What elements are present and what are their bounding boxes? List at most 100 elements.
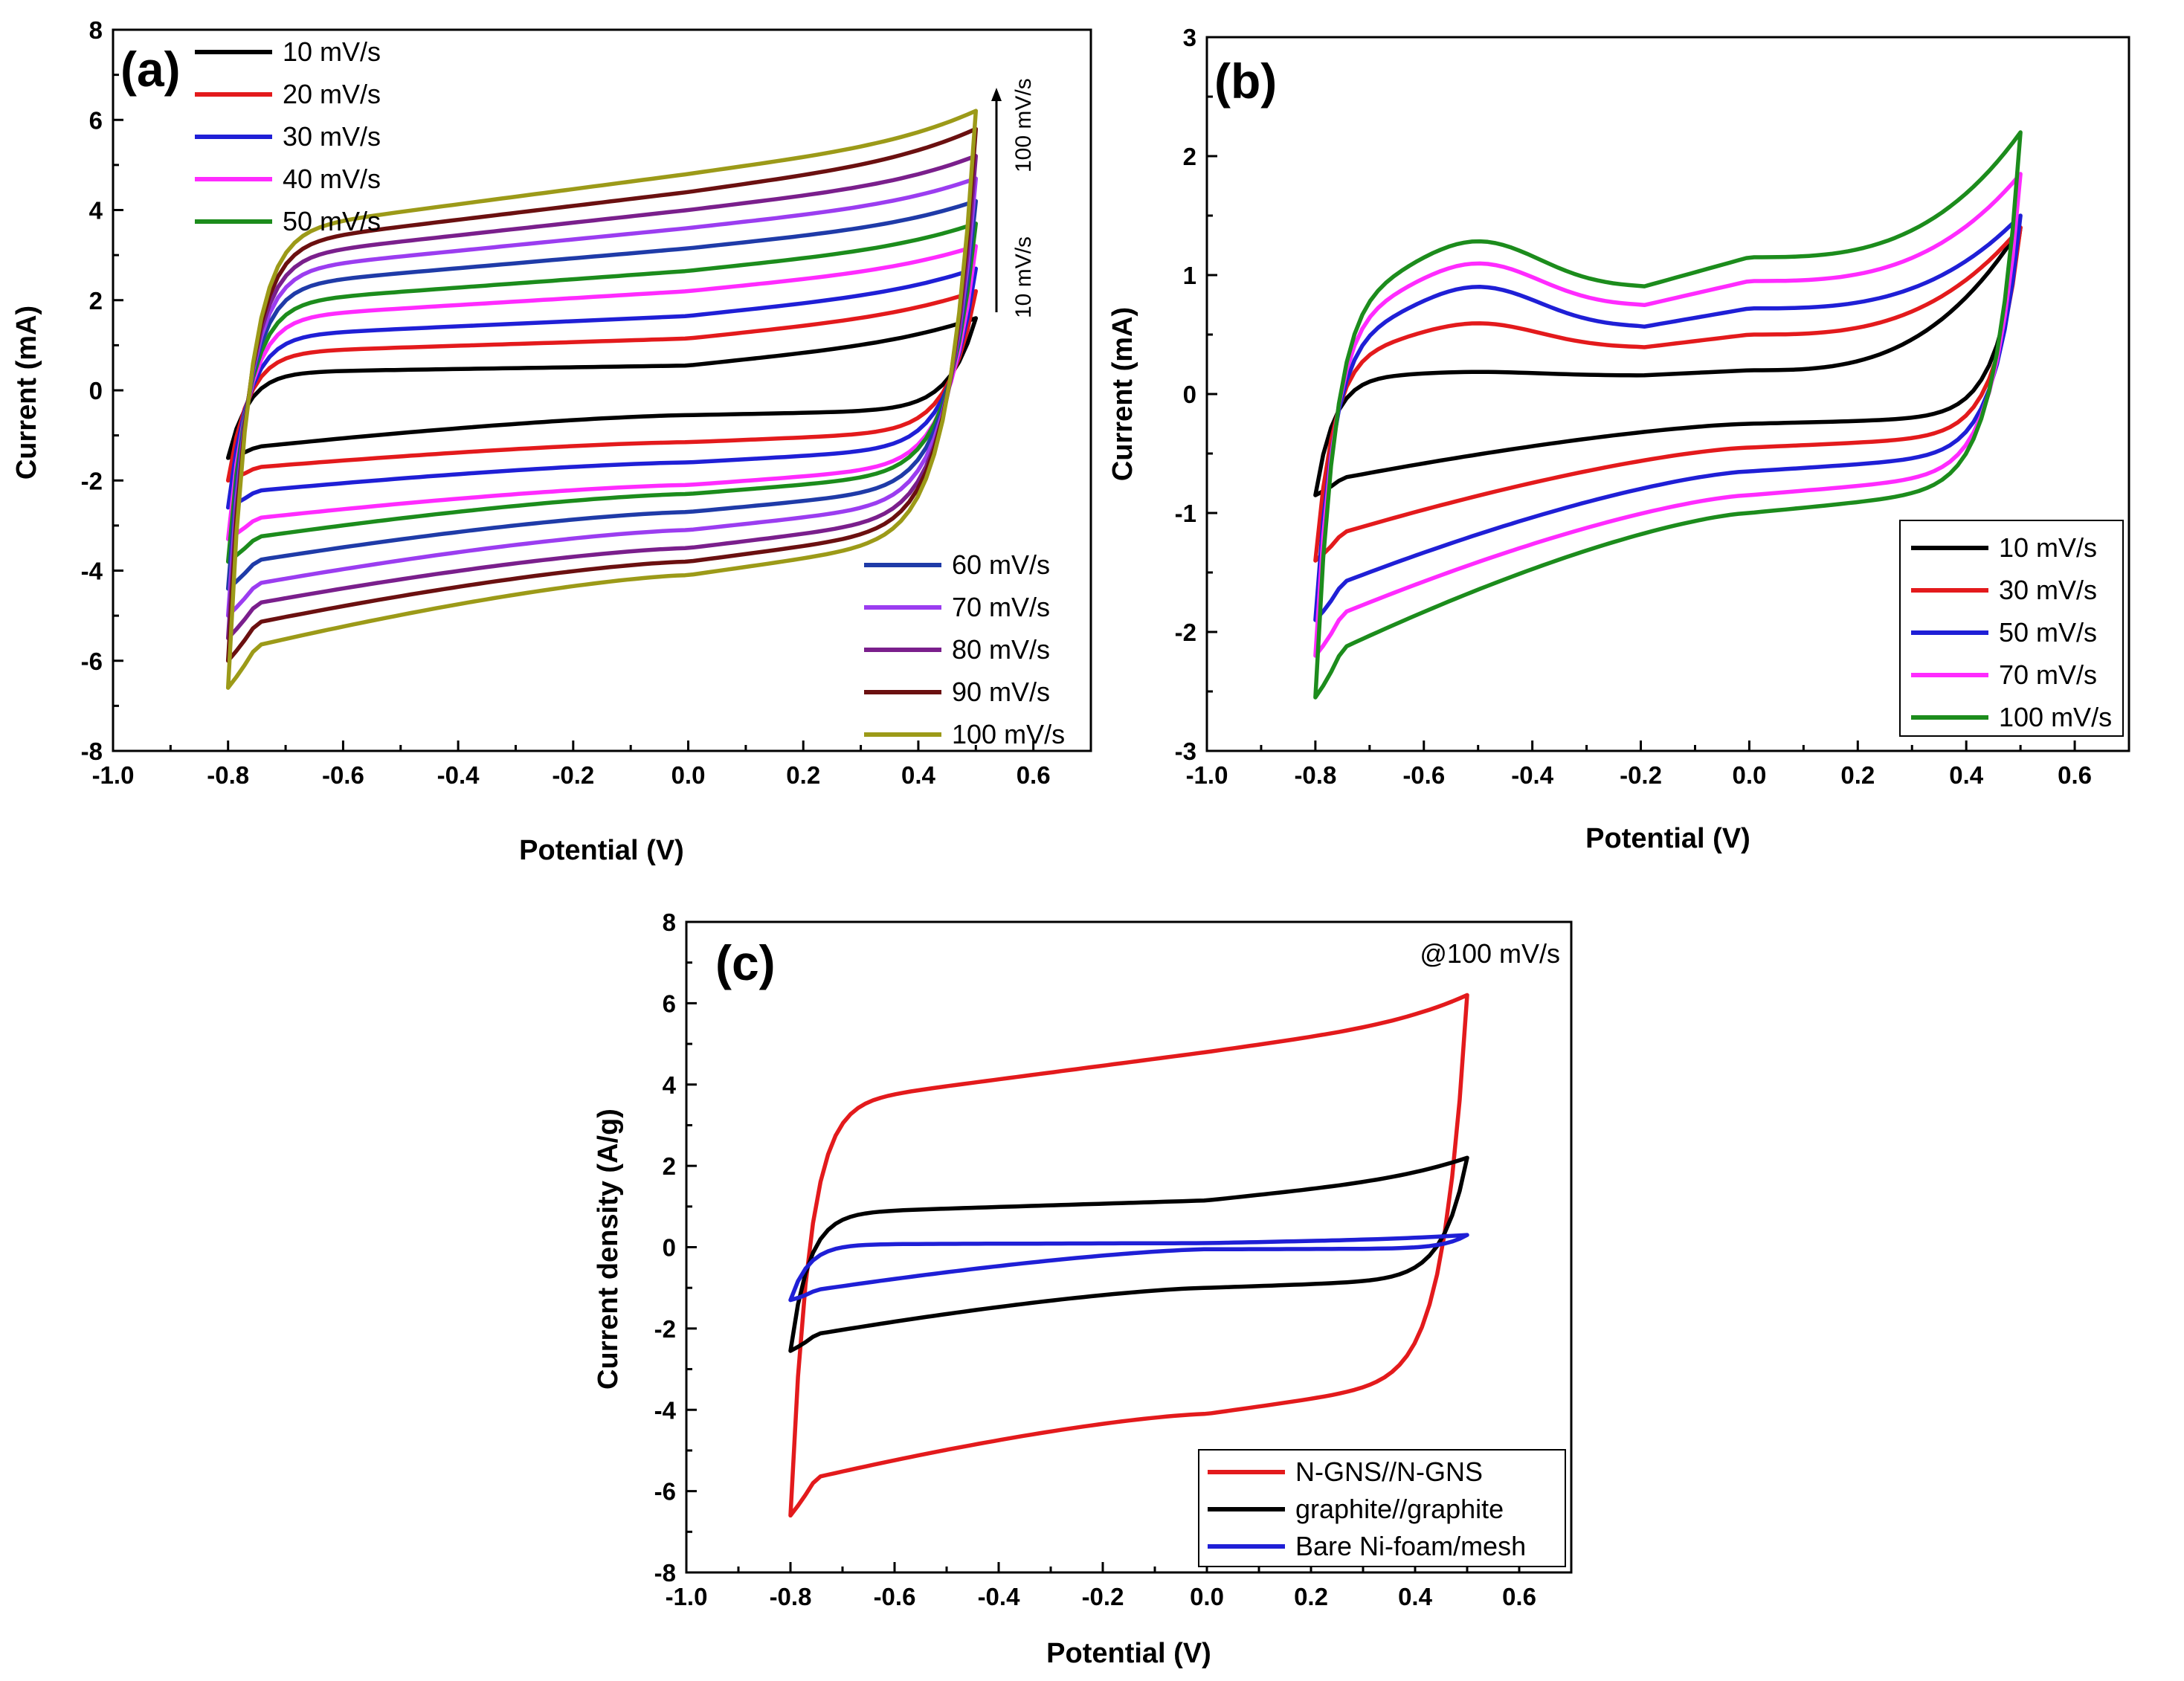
y-tick-label: 6 (663, 990, 676, 1017)
panel-b-x-ticks: -1.0 -0.8 -0.6 -0.4 -0.2 0.0 0.2 0.4 0.6 (1186, 741, 2092, 789)
panel-a: -1.0 -0.8 -0.6 -0.4 -0.2 0.0 0.2 0.4 0.6 8 6 4 2 0 -2… (11, 16, 1092, 866)
legend-label: 40 mV/s (283, 164, 381, 194)
y-tick-label: 0 (1183, 381, 1196, 408)
legend-label: 60 mV/s (952, 549, 1050, 580)
legend-label: 10 mV/s (1999, 532, 2097, 563)
x-tick-label: -0.6 (322, 761, 364, 789)
y-tick-label: 3 (1183, 24, 1196, 51)
legend-label: 20 mV/s (283, 79, 381, 109)
cv-curve-50-mv-s (1313, 213, 2023, 622)
panel-b-curves (1313, 130, 2023, 700)
cv-curve-100-mv-s (1313, 130, 2023, 700)
legend-label: 50 mV/s (283, 206, 381, 236)
cv-curve-graphite-graphite (788, 1155, 1469, 1353)
panel-a-x-ticks: -1.0 -0.8 -0.6 -0.4 -0.2 0.0 0.2 0.4 0.6 (92, 741, 1051, 789)
y-tick-label: 6 (89, 106, 103, 134)
x-tick-label: -0.8 (1294, 761, 1336, 789)
y-tick-label: -6 (654, 1478, 676, 1506)
panel-c-label: (c) (715, 935, 776, 990)
cv-curve-50-mv-s (225, 221, 979, 564)
cv-curve-bare-ni-foam-mesh (788, 1233, 1469, 1303)
panel-c-x-ticks: -1.0 -0.8 -0.6 -0.4 -0.2 0.0 0.2 0.4 0.6 (666, 1562, 1536, 1610)
y-tick-label: -1 (1175, 500, 1196, 527)
cv-curve-30-mv-s (225, 266, 979, 510)
panel-b-xlabel: Potential (V) (1585, 823, 1750, 854)
y-tick-label: 0 (89, 377, 103, 404)
panel-a-arrow-head (991, 88, 1002, 101)
x-tick-label: 0.6 (1502, 1583, 1536, 1610)
x-tick-label: -0.2 (1082, 1583, 1124, 1610)
panel-c-curves (788, 993, 1469, 1518)
x-tick-label: 0.0 (1732, 761, 1766, 789)
panel-b-y-ticks: 3 2 1 0 -1 -2 -3 (1175, 24, 1217, 765)
x-tick-label: 0.0 (1190, 1583, 1224, 1610)
cv-curve-n-gns-n-gns (788, 993, 1469, 1518)
x-tick-label: 0.4 (901, 761, 936, 789)
panel-b: -1.0 -0.8 -0.6 -0.4 -0.2 0.0 0.2 0.4 0.6 3 2 1 0 -1 -… (1107, 24, 2130, 854)
y-tick-label: -2 (1175, 619, 1196, 646)
cv-curve-60-mv-s (225, 199, 979, 591)
x-tick-label: 0.6 (1017, 761, 1051, 789)
cv-curve-10-mv-s (225, 316, 979, 460)
x-tick-label: -0.6 (1402, 761, 1445, 789)
panel-a-annotation-to: 100 mV/s (1011, 78, 1036, 172)
x-tick-label: -0.4 (978, 1583, 1021, 1610)
cv-curve-20-mv-s (225, 288, 979, 483)
y-tick-label: -4 (654, 1396, 677, 1424)
panel-b-label: (b) (1214, 54, 1277, 109)
panel-a-label: (a) (120, 42, 181, 97)
y-tick-label: -6 (81, 648, 103, 675)
x-tick-label: 0.2 (1840, 761, 1875, 789)
x-tick-label: -0.4 (1511, 761, 1554, 789)
x-tick-label: -0.4 (437, 761, 480, 789)
y-tick-label: -2 (81, 467, 103, 494)
x-tick-label: -0.8 (770, 1583, 812, 1610)
panel-a-annotation-from: 10 mV/s (1011, 236, 1036, 318)
legend-label: 70 mV/s (952, 592, 1050, 622)
x-tick-label: -1.0 (1186, 761, 1228, 789)
legend-label: 70 mV/s (1999, 659, 2097, 690)
cv-curve-80-mv-s (225, 154, 979, 641)
y-tick-label: 8 (89, 16, 103, 44)
panel-a-y-ticks: 8 6 4 2 0 -2 -4 -6 -8 (81, 16, 123, 765)
legend-label: 80 mV/s (952, 634, 1050, 665)
legend-label: graphite//graphite (1295, 1494, 1504, 1524)
panel-a-curves (225, 109, 979, 690)
x-tick-label: 0.2 (1294, 1583, 1328, 1610)
y-tick-label: 1 (1183, 262, 1196, 289)
panel-a-ylabel: Current (mA) (11, 306, 42, 480)
legend-label: 90 mV/s (952, 677, 1050, 707)
y-tick-label: -2 (654, 1315, 676, 1343)
x-tick-label: -1.0 (92, 761, 135, 789)
legend-label: 50 mV/s (1999, 617, 2097, 648)
panel-c-ylabel: Current density (A/g) (593, 1109, 624, 1390)
panel-a-legend-lower: 60 mV/s 70 mV/s 80 mV/s 90 mV/s 100 mV/s (864, 549, 1065, 749)
x-tick-label: 0.2 (786, 761, 820, 789)
x-tick-label: 0.4 (1398, 1583, 1433, 1610)
legend-label: 30 mV/s (1999, 575, 2097, 605)
legend-label: 100 mV/s (952, 719, 1065, 749)
panel-c-legend: N-GNS//N-GNS graphite//graphite Bare Ni-fo… (1208, 1456, 1526, 1561)
legend-label: 30 mV/s (283, 121, 381, 152)
legend-label: N-GNS//N-GNS (1295, 1456, 1483, 1487)
panel-b-legend-box (1899, 520, 2124, 737)
x-tick-label: 0.0 (671, 761, 706, 789)
y-tick-label: -4 (81, 558, 103, 585)
panel-a-legend-upper: 10 mV/s 20 mV/s 30 mV/s 40 mV/s 50 mV/s (195, 36, 381, 236)
cv-curve-40-mv-s (225, 244, 979, 541)
legend-label: Bare Ni-foam/mesh (1295, 1531, 1526, 1561)
y-tick-label: 2 (663, 1152, 676, 1180)
legend-label: 100 mV/s (1999, 702, 2112, 732)
panel-b-legend: 10 mV/s 30 mV/s 50 mV/s 70 mV/s 100 mV/s (1911, 532, 2112, 732)
x-tick-label: -1.0 (666, 1583, 708, 1610)
x-tick-label: -0.8 (207, 761, 249, 789)
panel-c-annotation: @100 mV/s (1420, 938, 1560, 969)
y-tick-label: 4 (89, 197, 103, 225)
panel-c: -1.0 -0.8 -0.6 -0.4 -0.2 0.0 0.2 0.4 0.6 8 6 4 2 0 -2… (593, 909, 1573, 1669)
panel-a-xlabel: Potential (V) (519, 835, 684, 866)
cv-curve-70-mv-s (1313, 172, 2023, 658)
cv-curve-100-mv-s (225, 109, 979, 690)
x-tick-label: 0.4 (1949, 761, 1984, 789)
y-tick-label: -3 (1175, 738, 1196, 765)
x-tick-label: -0.2 (552, 761, 594, 789)
